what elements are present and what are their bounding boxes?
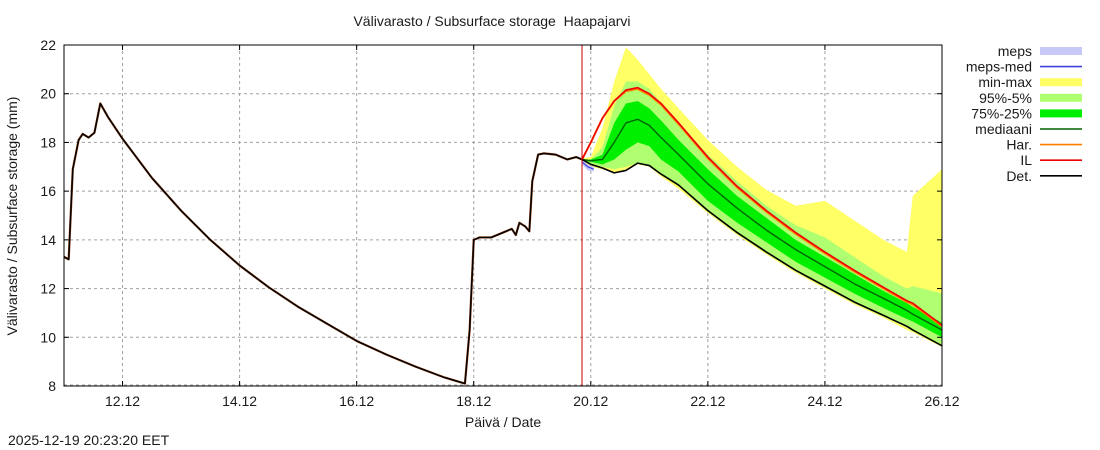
x-tick-label: 14.12 — [222, 393, 257, 409]
x-tick-label: 12.12 — [105, 393, 140, 409]
line-observed-det — [63, 102, 583, 385]
legend-label: 95%-5% — [979, 90, 1032, 106]
line-observed-har — [63, 102, 583, 385]
y-tick-label: 12 — [40, 281, 56, 297]
grid-lines — [64, 45, 942, 386]
y-tick-label: 10 — [40, 329, 56, 345]
x-axis-label: Päivä / Date — [465, 414, 541, 430]
legend-swatch — [1040, 78, 1082, 87]
legend-label: meps — [998, 43, 1032, 59]
legend-label: mediaani — [975, 121, 1032, 137]
legend-label: 75%-25% — [971, 105, 1032, 121]
y-axis-label: Välivarasto / Subsurface storage (mm) — [4, 97, 20, 336]
legend: mepsmeps-medmin-max95%-5%75%-25%mediaani… — [966, 43, 1082, 184]
timestamp: 2025-12-19 20:23:20 EET — [8, 432, 170, 448]
y-tick-label: 8 — [48, 378, 56, 394]
line-det — [581, 158, 943, 347]
y-tick-label: 20 — [40, 86, 56, 102]
x-tick-label: 26.12 — [924, 393, 959, 409]
line-il — [581, 86, 943, 326]
legend-swatch — [1040, 93, 1082, 102]
y-tick-label: 16 — [40, 183, 56, 199]
line-meps-med — [581, 161, 594, 170]
x-tick-label: 24.12 — [807, 393, 842, 409]
x-tick-label: 18.12 — [456, 393, 491, 409]
y-tick-label: 14 — [40, 232, 56, 248]
forecast-bands — [582, 47, 942, 348]
legend-label: min-max — [978, 74, 1032, 90]
legend-swatch — [1040, 109, 1082, 118]
x-tick-label: 22.12 — [690, 393, 725, 409]
x-tick-label: 20.12 — [573, 393, 608, 409]
y-tick-label: 18 — [40, 134, 56, 150]
x-tick-label: 16.12 — [339, 393, 374, 409]
legend-swatch — [1040, 47, 1082, 55]
legend-label: IL — [1020, 152, 1032, 168]
legend-label: Har. — [1006, 137, 1032, 153]
line-median — [581, 118, 943, 331]
chart-title: Välivarasto / Subsurface storage Haapaja… — [353, 13, 630, 29]
series-lines — [63, 86, 943, 385]
y-axis-ticks: 8 10 12 14 16 18 20 22 — [40, 37, 942, 394]
plot-frame — [63, 44, 943, 387]
y-tick-label: 22 — [40, 37, 56, 53]
band-75-25 — [582, 101, 942, 338]
legend-label: meps-med — [966, 59, 1032, 75]
x-axis-ticks: 12.12 14.12 16.12 18.12 20.12 22.12 24.12 26.12 — [105, 45, 960, 409]
legend-label: Det. — [1006, 168, 1032, 184]
